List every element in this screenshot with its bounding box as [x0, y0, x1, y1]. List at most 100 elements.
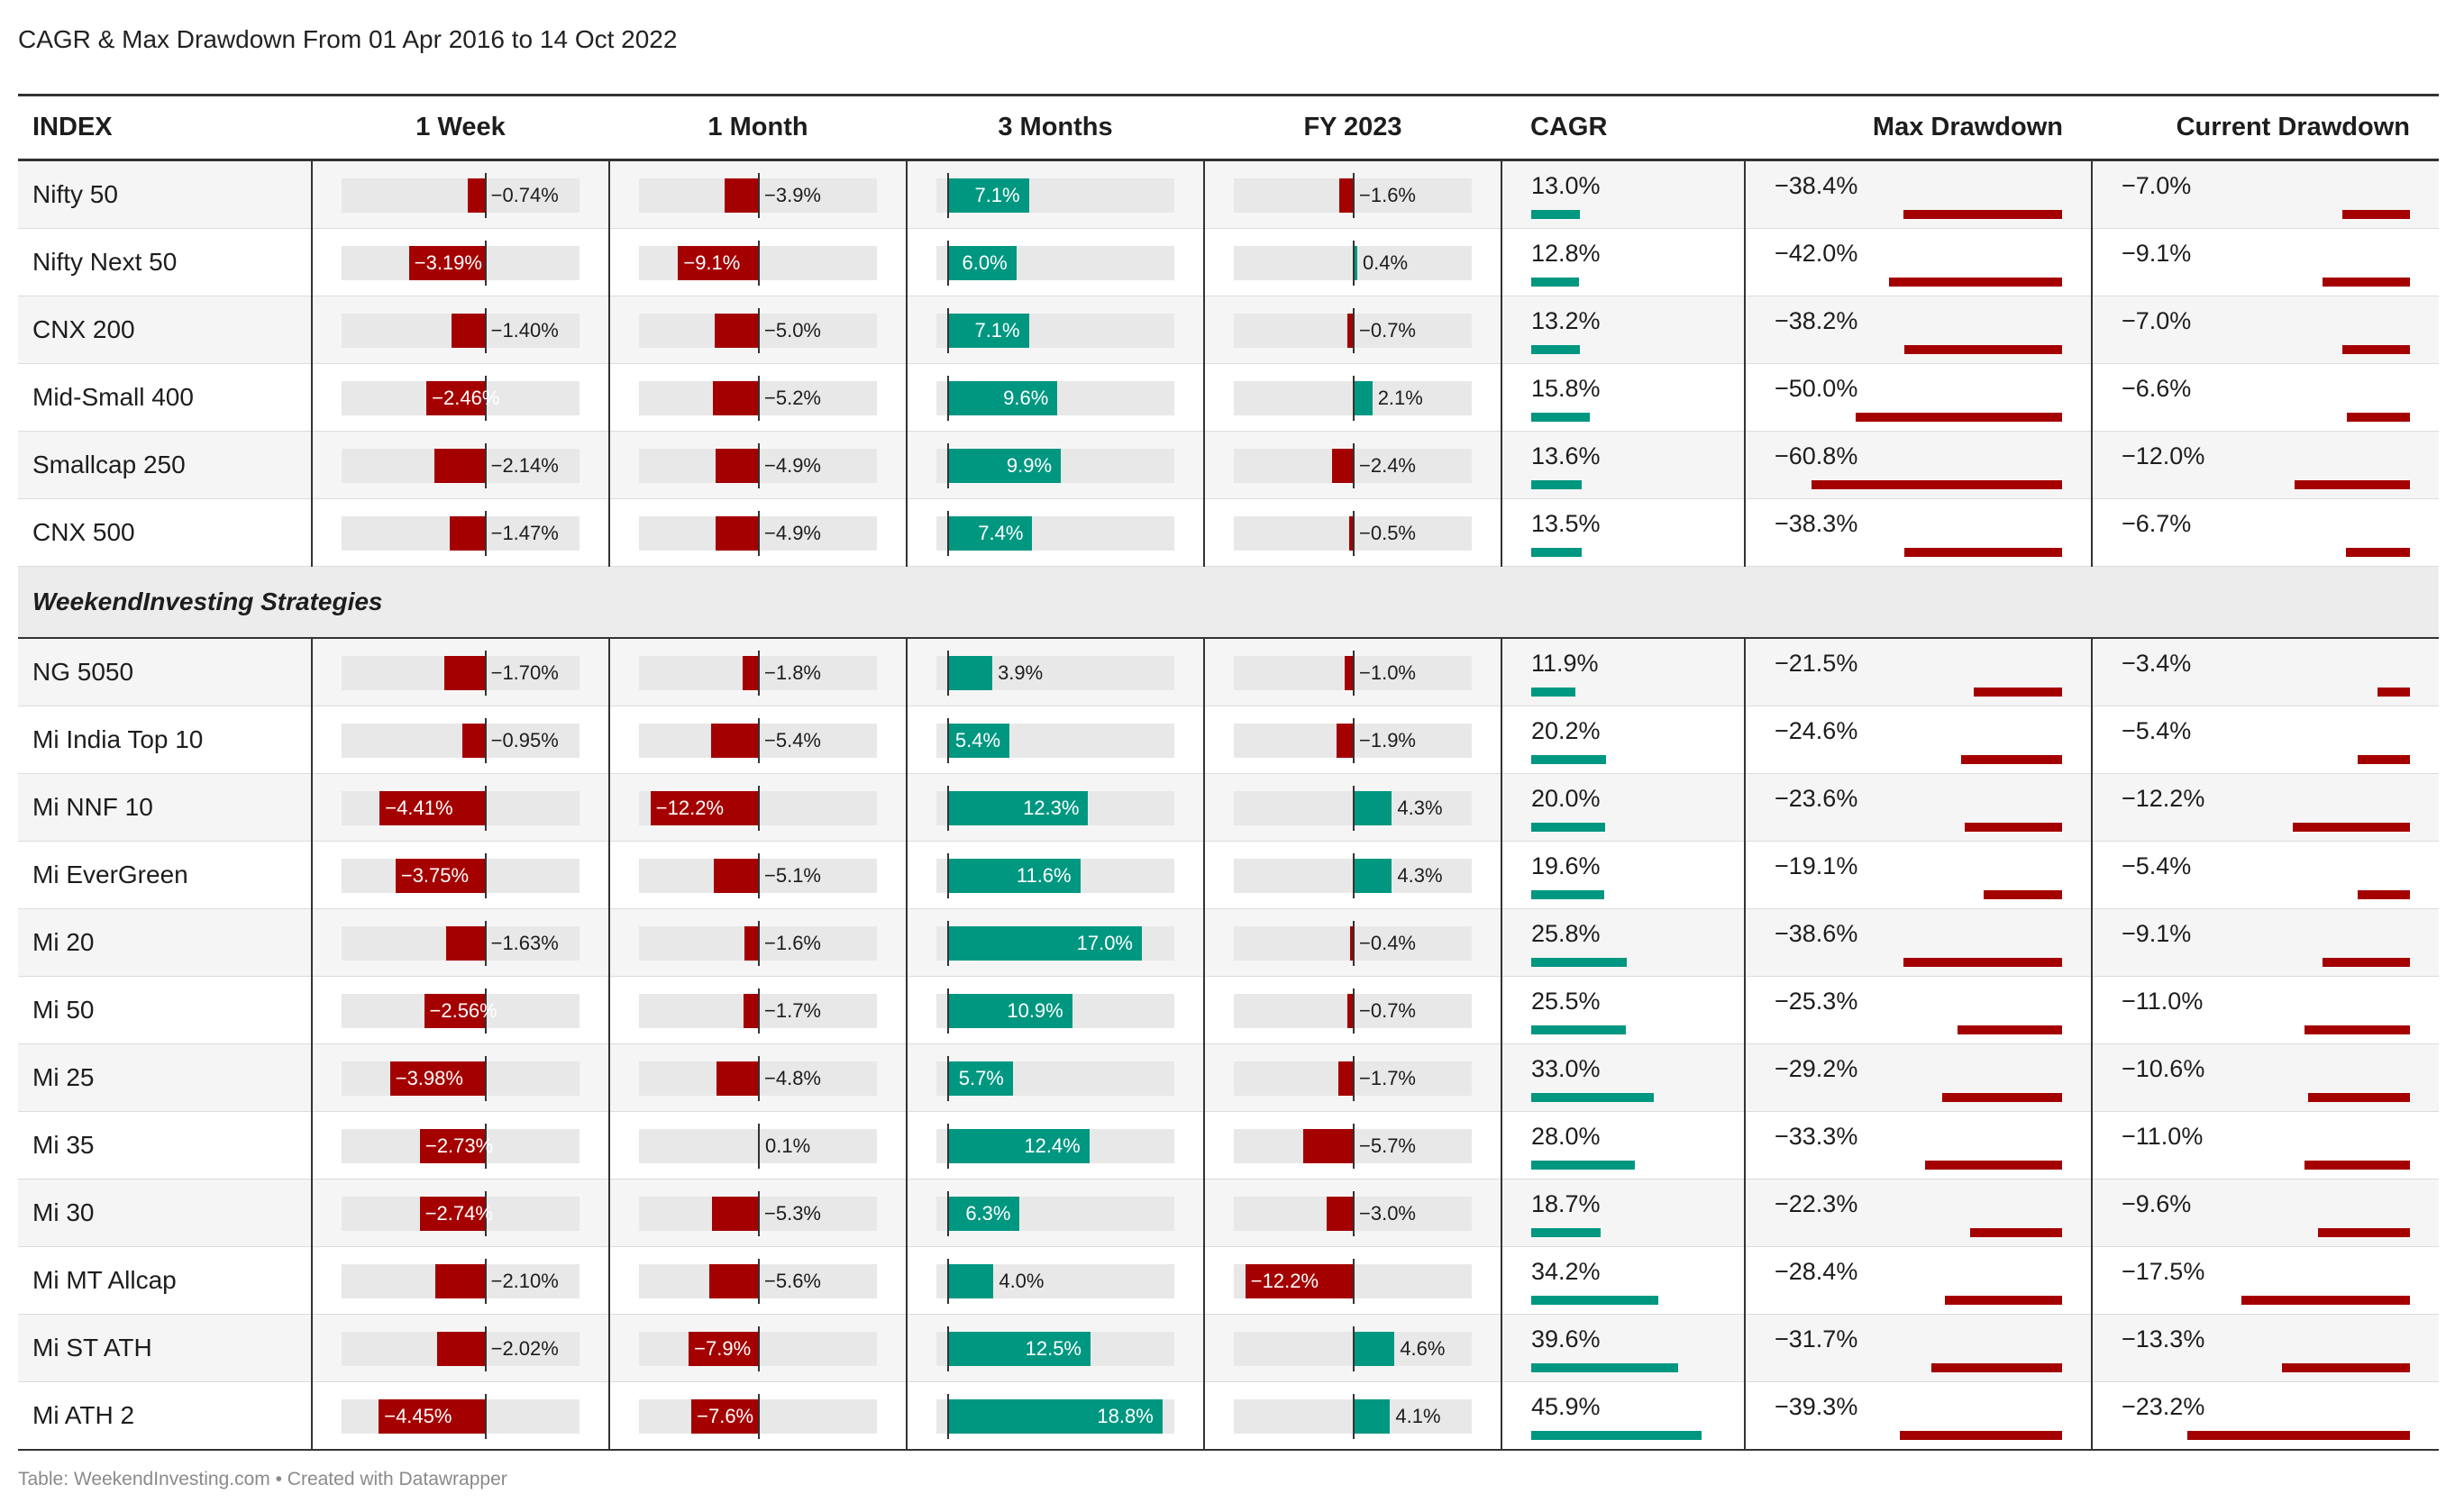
- 3-months-cell: 18.8%: [906, 1381, 1204, 1451]
- week-value-label: −2.02%: [490, 1337, 559, 1360]
- max-drawdown-cell: −25.3%: [1744, 976, 2092, 1044]
- fy-2023-bar-track: 0.4%: [1234, 241, 1472, 286]
- 3-months-cell: 11.6%: [906, 841, 1204, 909]
- table-row: CNX 200 −1.40% −5.0% 7.1% −0.7% 13.2% −38.2% −7…: [18, 296, 2439, 364]
- column-header-cagr[interactable]: CAGR: [1501, 94, 1745, 161]
- current-drawdown-cell: −6.7%: [2091, 498, 2439, 567]
- month-value-label: −9.1%: [683, 251, 741, 274]
- fy-2023-value-label: −0.5%: [1359, 522, 1416, 544]
- table-row: Smallcap 250 −2.14% −4.9% 9.9% −2.4% 13.6% −60…: [18, 431, 2439, 499]
- month-bar: [716, 1061, 759, 1096]
- column-header-index[interactable]: INDEX: [18, 94, 312, 161]
- max-drawdown-cell: −21.5%: [1744, 638, 2092, 706]
- week-bar-track: −1.40%: [342, 308, 580, 353]
- current-drawdown-cell: −3.4%: [2091, 638, 2439, 706]
- column-header-fy-2023[interactable]: FY 2023: [1204, 94, 1501, 161]
- max-drawdown-cell: −19.1%: [1744, 841, 2092, 909]
- current-drawdown-cell: −13.3%: [2091, 1314, 2439, 1382]
- max-drawdown-bar: [1973, 688, 2062, 697]
- fy-2023-bar-track: −0.7%: [1234, 308, 1472, 353]
- fy-2023-bar: [1327, 1197, 1354, 1231]
- max-drawdown-value-label: −33.3%: [1775, 1123, 1858, 1150]
- 3-months-value-label: 4.0%: [999, 1270, 1045, 1292]
- 3-months-bar-track: 9.9%: [936, 443, 1174, 488]
- week-zero-line: [484, 241, 487, 286]
- current-drawdown-bar: [2307, 1093, 2410, 1102]
- current-drawdown-value-label: −13.3%: [2122, 1325, 2205, 1353]
- fy-2023-bar-track: −1.6%: [1234, 173, 1472, 218]
- current-drawdown-bar: [2295, 480, 2410, 489]
- 3-months-cell: 9.9%: [906, 431, 1204, 499]
- column-header-current-drawdown[interactable]: Current Drawdown: [2092, 94, 2439, 161]
- 3-months-bar-track: 18.8%: [936, 1394, 1174, 1439]
- table-row: Mi 50 −2.56% −1.7% 10.9% −0.7% 25.5% −25.3% −11…: [18, 976, 2439, 1044]
- 3-months-value-label: 18.8%: [1097, 1405, 1154, 1427]
- month-zero-line: [758, 511, 760, 556]
- fy-2023-cell: −1.0%: [1203, 638, 1501, 706]
- week-value-label: −4.45%: [384, 1405, 452, 1427]
- current-drawdown-value-label: −10.6%: [2122, 1055, 2205, 1082]
- week-zero-line: [484, 376, 487, 421]
- week-zero-line: [484, 651, 487, 696]
- month-value-label: 0.1%: [764, 1134, 811, 1157]
- week-value-label: −2.14%: [490, 454, 559, 477]
- current-drawdown-bar: [2358, 890, 2410, 899]
- fy-2023-cell: 4.1%: [1203, 1381, 1501, 1451]
- column-header-1-week[interactable]: 1 Week: [312, 94, 609, 161]
- max-drawdown-bar: [1958, 1025, 2062, 1034]
- fy-2023-bar-track: 4.3%: [1234, 786, 1472, 831]
- cagr-cell: 28.0%: [1501, 1111, 1745, 1180]
- max-drawdown-value-label: −38.4%: [1775, 172, 1858, 199]
- month-cell: −1.7%: [608, 976, 907, 1044]
- cagr-value-label: 13.5%: [1531, 510, 1601, 537]
- 3-months-cell: 12.5%: [906, 1314, 1204, 1382]
- fy-2023-value-label: −1.6%: [1359, 184, 1416, 206]
- fy-2023-cell: −2.4%: [1203, 431, 1501, 499]
- week-bar: [444, 656, 486, 690]
- current-drawdown-value-label: −9.1%: [2122, 920, 2192, 947]
- week-cell: −2.73%: [311, 1111, 609, 1180]
- current-drawdown-bar: [2345, 548, 2410, 557]
- 3-months-bar: [947, 724, 1010, 758]
- week-zero-line: [484, 173, 487, 218]
- week-bar-track: −3.98%: [342, 1056, 580, 1101]
- month-zero-line: [758, 376, 760, 421]
- table-row: Mi 30 −2.74% −5.3% 6.3% −3.0% 18.7% −22.3% −9.6…: [18, 1179, 2439, 1247]
- cagr-value-label: 15.8%: [1531, 375, 1601, 402]
- cagr-value-label: 20.0%: [1531, 785, 1601, 812]
- current-drawdown-cell: −12.0%: [2091, 431, 2439, 499]
- current-drawdown-value-label: −11.0%: [2122, 988, 2204, 1015]
- week-bar-track: −2.56%: [342, 988, 580, 1034]
- week-value-label: −3.98%: [395, 1067, 463, 1089]
- cagr-bar: [1531, 210, 1580, 219]
- week-value-label: −2.46%: [432, 387, 500, 409]
- week-bar-track: −2.10%: [342, 1259, 580, 1304]
- section-header-row: WeekendInvesting Strategies: [18, 566, 2439, 639]
- week-cell: −2.14%: [311, 431, 609, 499]
- fy-2023-bar: [1354, 381, 1373, 415]
- fy-2023-cell: −0.5%: [1203, 498, 1501, 567]
- fy-2023-bar: [1347, 994, 1354, 1028]
- month-bar: [714, 314, 759, 348]
- max-drawdown-value-label: −19.1%: [1775, 852, 1858, 879]
- current-drawdown-bar: [2304, 1161, 2410, 1170]
- column-header-3-months[interactable]: 3 Months: [907, 94, 1204, 161]
- table-body: Nifty 50 −0.74% −3.9% 7.1% −1.6% 13.0% −38.4% −…: [18, 159, 2439, 1451]
- cagr-bar: [1531, 548, 1582, 557]
- cagr-value-label: 13.2%: [1531, 307, 1601, 334]
- column-header-1-month[interactable]: 1 Month: [609, 94, 907, 161]
- cagr-cell: 25.8%: [1501, 908, 1745, 977]
- current-drawdown-cell: −10.6%: [2091, 1043, 2439, 1112]
- max-drawdown-value-label: −50.0%: [1775, 375, 1858, 402]
- fy-2023-zero-line: [1353, 1394, 1355, 1439]
- month-zero-line: [758, 921, 760, 966]
- fy-2023-bar: [1338, 1061, 1354, 1096]
- month-value-label: −4.9%: [764, 522, 821, 544]
- cagr-bar: [1531, 480, 1583, 489]
- month-value-label: −5.3%: [764, 1202, 821, 1225]
- fy-2023-bar: [1354, 246, 1357, 280]
- month-bar: [713, 859, 759, 893]
- fy-2023-value-label: −2.4%: [1359, 454, 1416, 477]
- max-drawdown-bar: [1903, 210, 2062, 219]
- column-header-max-drawdown[interactable]: Max Drawdown: [1745, 94, 2092, 161]
